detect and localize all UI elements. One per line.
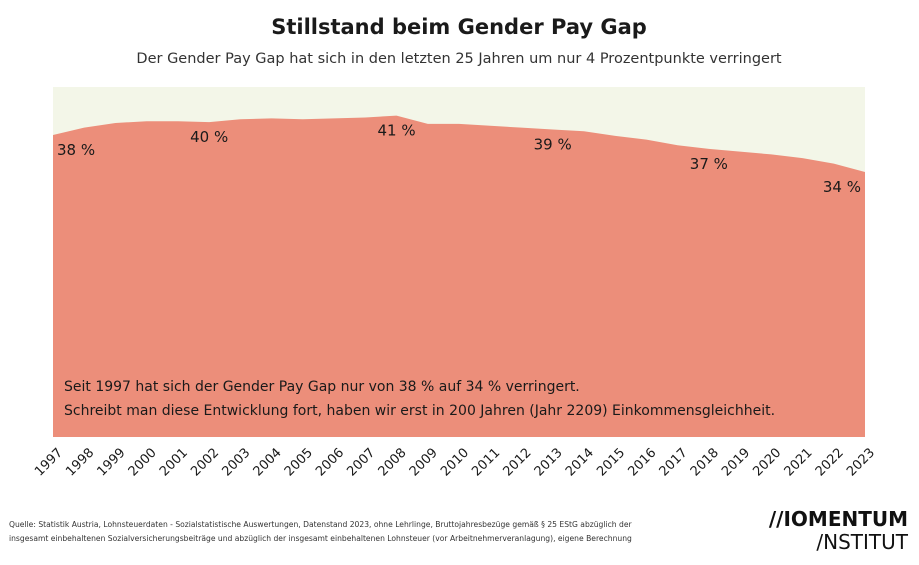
data-label: 37 % <box>690 155 728 173</box>
annotation-line-1: Seit 1997 hat sich der Gender Pay Gap nu… <box>64 379 580 395</box>
data-label: 39 % <box>534 135 572 153</box>
data-label: 34 % <box>823 178 861 196</box>
x-tick-label: 2020 <box>750 445 784 479</box>
x-tick-label: 2014 <box>563 445 597 479</box>
source-line-1: Quelle: Statistik Austria, Lohnsteuerdat… <box>9 520 632 529</box>
source-line-2: insgesamt einbehaltenen Sozialversicheru… <box>9 534 632 543</box>
x-tick-label: 2009 <box>407 445 441 479</box>
chart-title: Stillstand beim Gender Pay Gap <box>271 15 647 39</box>
x-tick-label: 1998 <box>63 445 97 479</box>
x-tick-label: 1997 <box>32 445 66 479</box>
x-tick-label: 2018 <box>688 445 722 479</box>
x-tick-label: 2007 <box>344 445 378 479</box>
x-tick-label: 2000 <box>126 445 160 479</box>
x-tick-label: 2015 <box>594 445 628 479</box>
x-tick-label: 2011 <box>469 445 503 479</box>
data-label: 38 % <box>57 141 95 159</box>
pay-gap-area <box>53 115 865 437</box>
x-tick-label: 2004 <box>251 445 285 479</box>
x-tick-label: 2022 <box>813 445 847 479</box>
x-tick-label: 2005 <box>282 445 316 479</box>
x-tick-label: 2017 <box>657 445 691 479</box>
x-tick-label: 2023 <box>844 445 878 479</box>
x-tick-label: 2012 <box>501 445 535 479</box>
x-tick-label: 2001 <box>157 445 191 479</box>
annotation-line-2: Schreibt man diese Entwicklung fort, hab… <box>64 403 775 419</box>
x-tick-label: 2008 <box>376 445 410 479</box>
x-tick-label: 2010 <box>438 445 472 479</box>
x-tick-label: 1999 <box>95 445 129 479</box>
data-label: 40 % <box>190 128 228 146</box>
data-label: 41 % <box>377 122 415 140</box>
x-tick-label: 2019 <box>719 445 753 479</box>
x-tick-label: 2006 <box>313 445 347 479</box>
chart-subtitle: Der Gender Pay Gap hat sich in den letzt… <box>136 51 781 67</box>
x-tick-label: 2002 <box>188 445 222 479</box>
logo-institut: /NSTITUT <box>816 530 908 554</box>
logo-momentum: //IOMENTUM <box>769 507 908 531</box>
x-tick-label: 2021 <box>782 445 816 479</box>
x-tick-label: 2013 <box>532 445 566 479</box>
x-tick-label: 2003 <box>219 445 253 479</box>
x-tick-label: 2016 <box>625 445 659 479</box>
